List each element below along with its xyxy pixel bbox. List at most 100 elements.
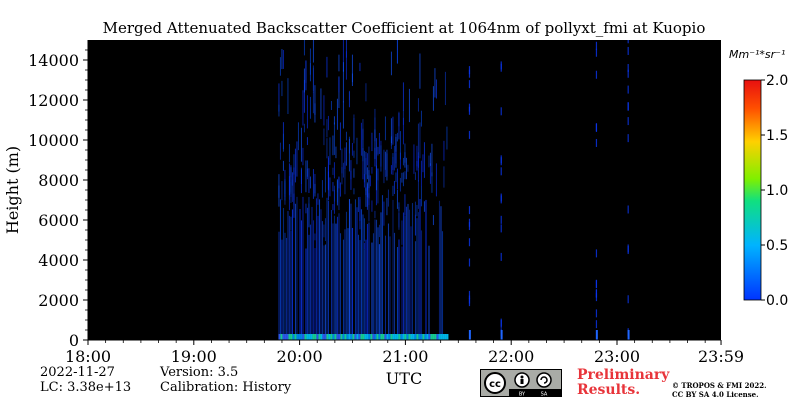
sparse-column (500, 107, 502, 116)
signal-streak (360, 122, 362, 156)
x-tick-label: 19:00 (171, 347, 217, 366)
signal-column (284, 232, 286, 334)
signal-streak (371, 200, 373, 212)
signal-column (287, 211, 289, 334)
surface-signal (416, 334, 419, 340)
backscatter-heatmap (278, 40, 630, 340)
surface-signal (354, 334, 357, 340)
signal-column (317, 215, 319, 334)
signal-streak (399, 177, 401, 192)
signal-streak (374, 117, 376, 142)
signal-streak (312, 92, 314, 114)
signal-streak (416, 204, 418, 217)
signal-streak (326, 119, 328, 138)
signal-column (306, 207, 309, 334)
signal-streak (314, 85, 316, 115)
signal-streak (314, 233, 316, 241)
signal-streak (396, 132, 398, 142)
signal-streak (402, 110, 404, 125)
signal-column (320, 209, 322, 334)
signal-column (359, 240, 361, 334)
sparse-column (500, 167, 502, 176)
sparse-column (627, 46, 629, 55)
signal-streak (386, 197, 388, 216)
signal-column (378, 244, 381, 334)
surface-signal (396, 334, 399, 340)
surface-signal (404, 334, 407, 340)
signal-streak (422, 154, 424, 173)
copyright-line-1: © TROPOS & FMI 2022. (672, 381, 767, 390)
surface-signal (294, 334, 297, 340)
signal-streak (333, 116, 335, 125)
signal-streak (393, 180, 395, 195)
signal-streak (387, 189, 389, 207)
signal-streak (341, 148, 343, 185)
sparse-column (468, 290, 471, 299)
colorbar-tick-label: 0.0 (766, 293, 788, 309)
x-tick-label: 21:00 (382, 347, 428, 366)
surface-signal (330, 334, 333, 340)
signal-streak (362, 148, 364, 180)
signal-streak (399, 152, 401, 170)
surface-signal (302, 334, 305, 340)
signal-streak (420, 110, 422, 127)
signal-streak (383, 149, 385, 184)
surface-signal (324, 334, 327, 340)
signal-streak (363, 242, 365, 250)
sparse-column (627, 40, 629, 44)
cc-icon (484, 372, 506, 394)
surface-signal (368, 334, 371, 340)
signal-streak (380, 145, 382, 172)
surface-signal (326, 334, 329, 340)
signal-streak (303, 40, 305, 56)
surface-signal (342, 334, 345, 340)
signal-streak (419, 53, 421, 89)
signal-streak (402, 157, 404, 166)
x-tick-label: 20:00 (277, 347, 323, 366)
signal-streak (374, 210, 376, 219)
sparse-column (627, 85, 629, 94)
surface-signal (344, 334, 347, 340)
surface-signal (382, 334, 385, 340)
signal-streak (369, 175, 371, 187)
signal-streak (282, 160, 284, 171)
sparse-surface (595, 330, 598, 340)
signal-streak (323, 95, 325, 126)
surface-signal (408, 334, 411, 340)
surface-signal (402, 334, 405, 340)
signal-streak (345, 142, 347, 166)
signal-streak (336, 98, 338, 130)
signal-column (363, 249, 366, 334)
signal-column (335, 223, 337, 334)
surface-signal (350, 334, 353, 340)
signal-streak (327, 115, 329, 131)
signal-column (351, 227, 354, 334)
signal-streak (302, 147, 304, 166)
y-tick-label: 14000 (28, 51, 79, 70)
x-tick-label: 18:00 (65, 347, 111, 366)
surface-signal (422, 334, 425, 340)
sparse-column (627, 295, 629, 304)
signal-column (311, 206, 313, 334)
signal-streak (306, 160, 308, 177)
signal-streak (339, 182, 341, 197)
sparse-column (627, 102, 629, 111)
signal-streak (288, 144, 290, 163)
signal-streak (429, 163, 431, 184)
signal-streak (365, 188, 367, 207)
sparse-column (595, 249, 598, 258)
signal-column (315, 198, 318, 334)
signal-column (419, 198, 421, 334)
signal-streak (443, 166, 445, 188)
y-tick-label: 4000 (38, 251, 79, 270)
signal-column (324, 244, 327, 334)
signal-streak (351, 142, 353, 156)
copyright-notice: © TROPOS & FMI 2022. CC BY SA 4.0 Licens… (672, 381, 767, 399)
sparse-column (468, 258, 471, 267)
svg-text:cc: cc (489, 379, 501, 390)
signal-streak (353, 168, 355, 178)
y-axis: 0 2000 4000 6000 8000 10000 12000 14000 (28, 40, 89, 350)
signal-streak (309, 176, 311, 189)
signal-column (410, 226, 412, 334)
signal-column (279, 199, 282, 334)
